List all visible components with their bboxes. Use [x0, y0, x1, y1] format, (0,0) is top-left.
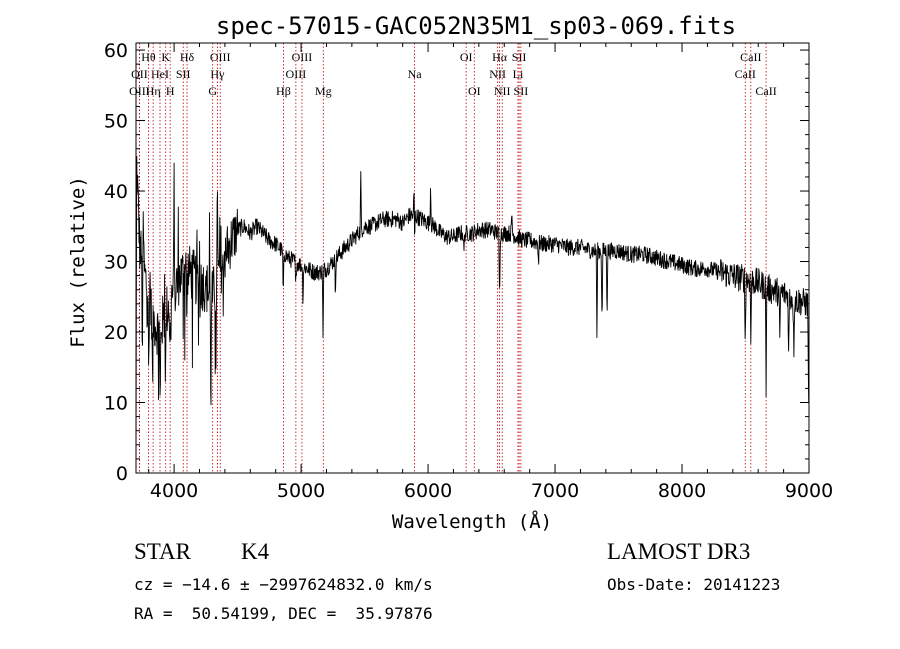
y-axis-label: Flux (relative): [67, 176, 89, 348]
spectral-line-label: H: [166, 84, 175, 98]
spectral-line-label: Hγ: [210, 67, 225, 81]
y-tick-label: 40: [104, 181, 128, 203]
spectral-line-label: Hδ: [180, 50, 195, 64]
spectral-line-label: G: [208, 84, 217, 98]
x-tick-label: 6000: [404, 480, 452, 502]
coordinates: RA = 50.54199, DEC = 35.97876: [134, 604, 433, 623]
spectral-line-label: NII: [494, 84, 511, 98]
y-tick-label: 50: [104, 111, 128, 133]
spectral-line-label: Mg: [315, 84, 332, 98]
redshift-text: cz = −14.6 ± −2997624832.0 km/s: [134, 575, 433, 594]
spectral-line-label: HeI: [151, 67, 169, 81]
x-tick-label: 5000: [277, 480, 325, 502]
y-tick-label: 10: [104, 393, 128, 415]
plot-frame: [135, 42, 810, 474]
object-subclass: K4: [241, 539, 270, 564]
spectral-line-label: CaII: [735, 67, 756, 81]
x-tick-label: 8000: [658, 480, 706, 502]
spectral-line-label: Li: [513, 67, 524, 81]
spectral-line-label: Hα: [492, 50, 508, 64]
spectral-line-label: OI: [468, 84, 481, 98]
x-axis-label: Wavelength (Å): [392, 510, 552, 533]
spectral-line-label: SII: [514, 84, 529, 98]
spectral-line-label: K: [161, 50, 170, 64]
object-class: STAR: [134, 539, 191, 564]
spectral-line-label: OI: [460, 50, 473, 64]
spectral-line-label: NII: [489, 67, 506, 81]
spectral-line-label: SII: [176, 67, 191, 81]
y-tick-label: 20: [104, 322, 128, 344]
chart-title: spec-57015-GAC052N35M1_sp03-069.fits: [216, 12, 736, 40]
y-tick-label: 60: [104, 40, 128, 62]
spectral-line-label: OII: [131, 67, 148, 81]
spectral-line-label: Hη: [146, 84, 161, 98]
spectrum-series-line: [135, 156, 810, 465]
x-tick-label: 9000: [785, 480, 833, 502]
spectral-line-label: OIII: [129, 84, 150, 98]
spectral-line-label: OIII: [210, 50, 231, 64]
y-tick-label: 30: [104, 252, 128, 274]
obs-date: Obs-Date: 20141223: [607, 575, 781, 594]
spectral-line-label: Hβ: [276, 84, 291, 98]
x-tick-label: 4000: [150, 480, 198, 502]
spectral-line-label: OIII: [292, 50, 313, 64]
y-tick-label: 0: [116, 463, 128, 485]
survey-label: LAMOST DR3: [607, 539, 751, 564]
spectral-line-label: OIII: [286, 67, 307, 81]
spectral-line-label: CaII: [740, 50, 761, 64]
spectral-line-label: Na: [408, 67, 423, 81]
spectral-line-label: Hθ: [141, 50, 156, 64]
spectral-line-label: CaII: [755, 84, 776, 98]
axes: 4000 5000 6000 7000 8000 9000 0 10 20 30 40 50 60: [104, 40, 833, 502]
spectral-line-label: SII: [512, 50, 527, 64]
x-tick-label: 7000: [531, 480, 579, 502]
